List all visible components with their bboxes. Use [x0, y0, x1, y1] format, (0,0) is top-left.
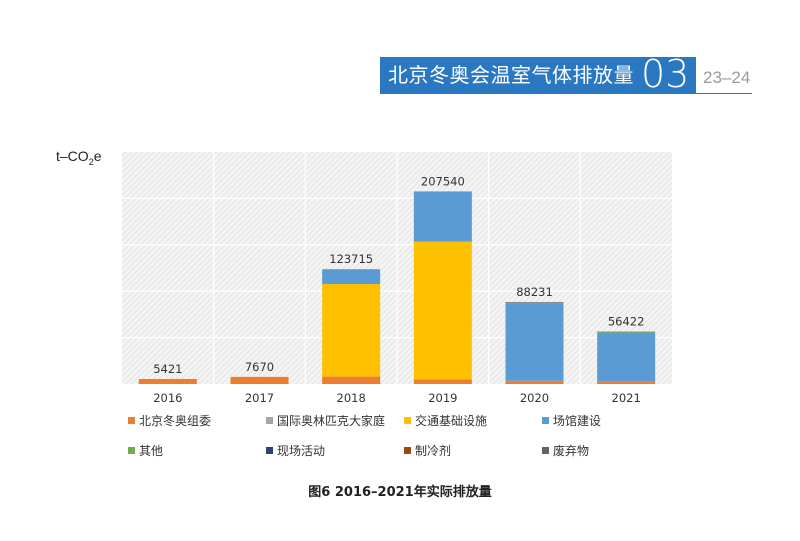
x-tick-label: 2019 — [428, 391, 457, 405]
bar-segment — [597, 332, 656, 382]
bar-segment — [138, 378, 197, 384]
x-tick-label: 2021 — [612, 391, 641, 405]
x-tick-label: 2020 — [520, 391, 549, 405]
bar-segment — [413, 241, 472, 380]
bar-segment — [322, 269, 381, 285]
bar-segment — [230, 376, 289, 384]
bar-segment — [597, 381, 656, 384]
bar-segment — [413, 191, 472, 242]
figure-caption: 图6 2016–2021年实际排放量 — [308, 485, 492, 500]
x-tick-label: 2017 — [245, 391, 274, 405]
section-number: 03 — [641, 52, 690, 96]
bar-segment — [505, 303, 564, 381]
data-label: 88231 — [516, 285, 553, 299]
bar-segment — [597, 332, 656, 333]
data-label: 207540 — [421, 174, 465, 188]
y-axis-unit-label: t–CO2e — [56, 148, 102, 167]
bar-segment — [505, 380, 564, 384]
bar-segment — [505, 302, 564, 303]
data-label: 56422 — [608, 315, 645, 329]
data-label: 7670 — [245, 360, 274, 374]
data-label: 123715 — [329, 252, 373, 266]
x-tick-label: 2016 — [153, 391, 182, 405]
page-numbers: 23–24 — [703, 68, 751, 87]
bar-segment — [322, 284, 381, 377]
data-label: 5421 — [153, 362, 182, 376]
bar-segment — [322, 376, 381, 384]
bar-segment — [413, 379, 472, 384]
page-title: 北京冬奥会温室气体排放量 — [388, 63, 634, 87]
x-tick-label: 2018 — [337, 391, 366, 405]
header-rule — [380, 93, 752, 94]
header-banner — [380, 57, 696, 93]
